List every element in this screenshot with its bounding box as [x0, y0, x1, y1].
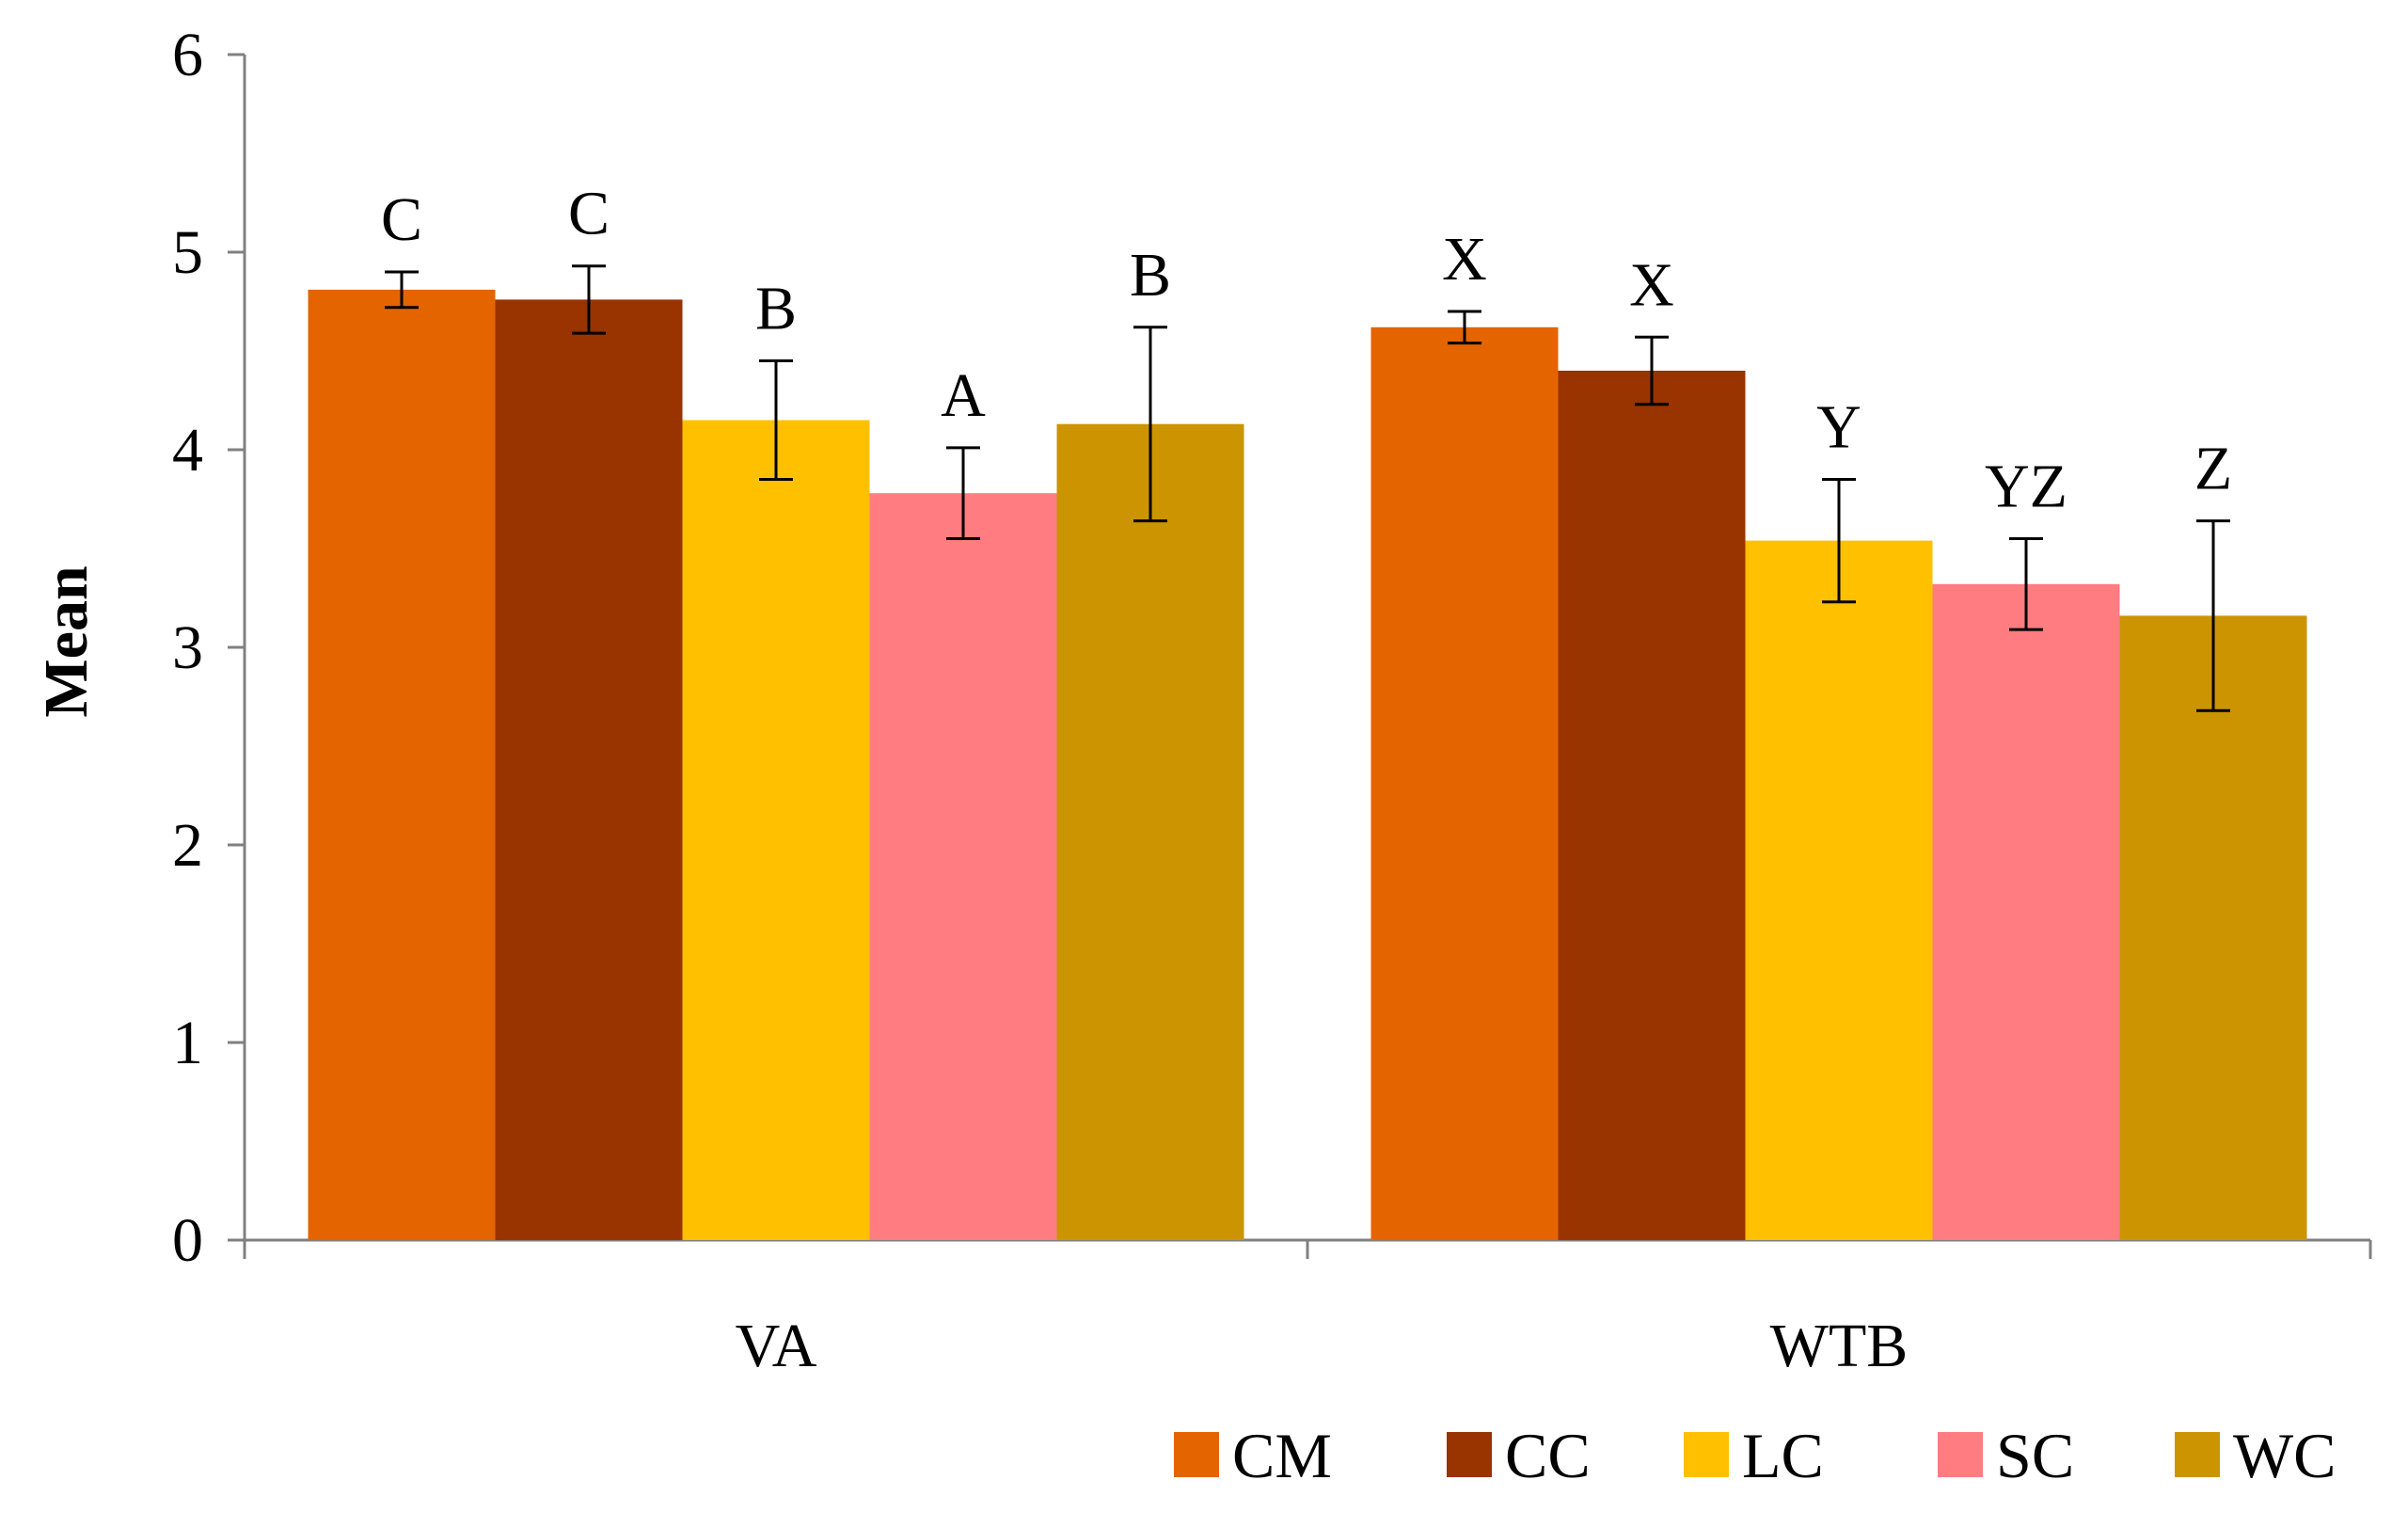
bar-CC-VA — [495, 299, 683, 1240]
legend-label-CC: CC — [1505, 1420, 1591, 1491]
legend-swatch-LC — [1684, 1432, 1729, 1477]
significance-letter: Z — [2194, 435, 2232, 503]
significance-letter: C — [381, 185, 422, 254]
bar-LC-VA — [682, 420, 870, 1240]
legend-label-CM: CM — [1232, 1420, 1332, 1491]
bar-WC-VA — [1056, 423, 1244, 1240]
significance-letter: X — [1442, 225, 1487, 294]
bar-LC-WTB — [1745, 540, 1933, 1240]
legend-swatch-WC — [2175, 1432, 2220, 1477]
legend: CM CC LC SC WC — [1174, 1420, 2337, 1491]
bar-CM-VA — [308, 289, 496, 1240]
y-axis-title: Mean — [32, 565, 101, 717]
legend-label-WC: WC — [2233, 1420, 2337, 1491]
significance-letter: X — [1629, 250, 1674, 319]
bar-WC-WTB — [2119, 615, 2307, 1240]
significance-letter: C — [568, 180, 610, 248]
y-tick-label: 2 — [172, 811, 203, 880]
y-tick-label: 6 — [172, 21, 203, 89]
bar-CC-WTB — [1558, 371, 1746, 1240]
x-category-label: WTB — [1770, 1312, 1909, 1380]
significance-letter: B — [755, 275, 797, 343]
bar-SC-WTB — [1932, 583, 2120, 1240]
x-category-label: VA — [736, 1312, 817, 1380]
y-tick-label: 1 — [172, 1009, 203, 1077]
significance-letter: A — [941, 361, 986, 430]
significance-letter: YZ — [1985, 453, 2067, 521]
bar-SC-VA — [869, 493, 1057, 1240]
legend-label-LC: LC — [1742, 1420, 1824, 1491]
bars: C C B A B X X Y YZ Z — [308, 180, 2307, 1240]
significance-letter: B — [1130, 241, 1171, 310]
bar-CM-WTB — [1370, 326, 1559, 1240]
legend-label-SC: SC — [1996, 1420, 2074, 1491]
y-tick-label: 3 — [172, 613, 203, 682]
y-tick-label: 0 — [172, 1206, 203, 1275]
legend-swatch-SC — [1938, 1432, 1983, 1477]
legend-swatch-CC — [1447, 1432, 1492, 1477]
legend-swatch-CM — [1174, 1432, 1219, 1477]
significance-letter: Y — [1816, 393, 1861, 462]
y-tick-label: 4 — [172, 416, 203, 485]
y-tick-label: 5 — [172, 218, 203, 287]
